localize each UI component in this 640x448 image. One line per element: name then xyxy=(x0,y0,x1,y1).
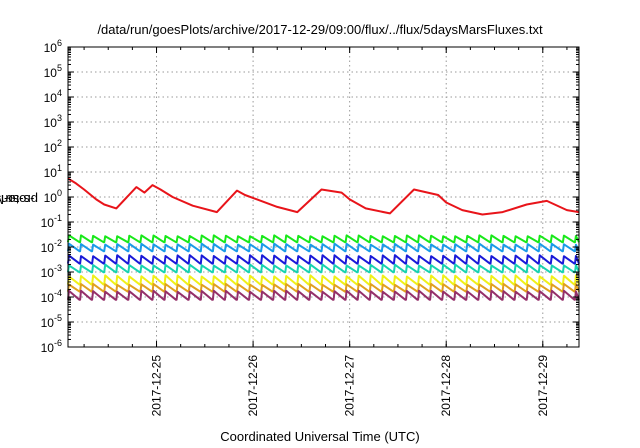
series-line-7 xyxy=(67,282,580,293)
y-tick-label: 101 xyxy=(44,163,62,180)
y-axis: 106 105 104 103 102 101 100 10-1 10-2 10-3 10-4 10-… xyxy=(41,38,579,355)
x-tick-label: 2017-12-26 xyxy=(246,355,260,417)
y-tick-label: 106 xyxy=(44,38,62,55)
series-line-8 xyxy=(67,289,580,301)
series-line-1 xyxy=(67,177,580,216)
y-tick-label: 104 xyxy=(44,88,62,105)
y-tick-label: 10-2 xyxy=(41,238,62,255)
y-tick-label: 10-4 xyxy=(41,288,62,305)
y-axis-label-post: -s-sr-MeV xyxy=(0,192,35,208)
series-line-4 xyxy=(67,254,580,265)
y-tick-label: 103 xyxy=(44,113,62,130)
x-axis: 2017-12-25 2017-12-26 2017-12-27 2017-12-28… xyxy=(83,47,568,417)
series-line-3 xyxy=(67,242,580,253)
y-tick-label: 100 xyxy=(44,188,62,205)
grid xyxy=(68,47,579,347)
x-tick-label: 2017-12-25 xyxy=(150,355,164,417)
chart-title: /data/run/goesPlots/archive/2017-12-29/0… xyxy=(97,22,543,37)
series-line-6 xyxy=(67,274,580,286)
x-tick-label: 2017-12-28 xyxy=(439,355,453,417)
y-tick-label: 10-3 xyxy=(41,263,62,280)
x-axis-label: Coordinated Universal Time (UTC) xyxy=(220,429,420,444)
series-layer xyxy=(67,177,580,301)
series-line-2 xyxy=(67,234,580,244)
y-tick-label: 10-6 xyxy=(41,338,62,355)
y-tick-label: 105 xyxy=(44,63,62,80)
y-tick-label: 10-5 xyxy=(41,313,62,330)
series-line-5 xyxy=(67,263,580,274)
x-tick-label: 2017-12-29 xyxy=(536,355,550,417)
y-tick-label: 10-1 xyxy=(41,213,62,230)
x-tick-label: 2017-12-27 xyxy=(343,355,357,417)
y-tick-label: 102 xyxy=(44,138,62,155)
